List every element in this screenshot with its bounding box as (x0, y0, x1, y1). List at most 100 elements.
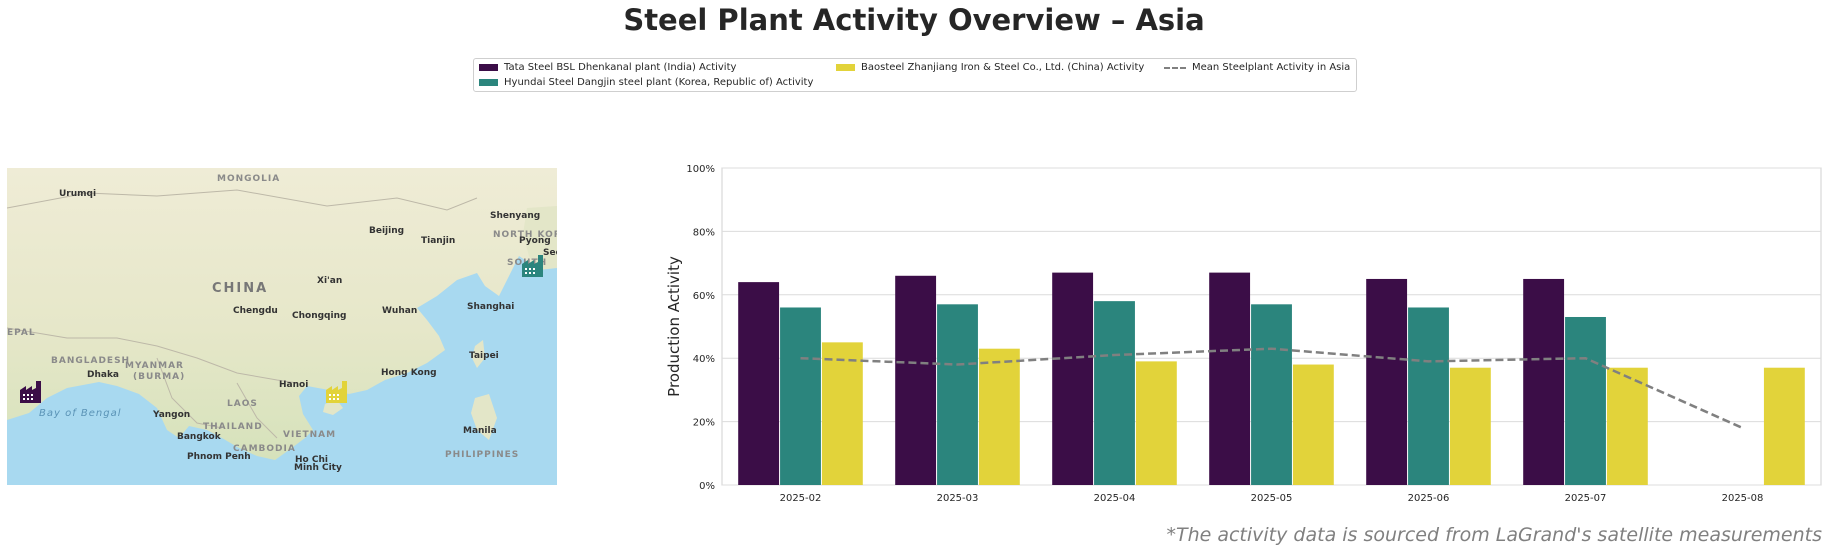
map-hainan (323, 400, 343, 415)
map-label: Bangkok (177, 432, 221, 442)
map-label: EPAL (7, 328, 36, 338)
map-label: VIETNAM (283, 430, 337, 440)
map-label: Tianjin (421, 236, 456, 246)
map-label: Beijing (369, 226, 405, 236)
bar (1449, 367, 1491, 485)
y-tick-label: 40% (693, 354, 715, 365)
asia-map: MONGOLIA Urumqi Shenyang Beijing Tianjin NORT… (7, 168, 557, 485)
bar (780, 307, 821, 485)
map-label: CAMBODIA (233, 444, 296, 454)
x-tick-label: 2025-02 (780, 493, 822, 504)
x-tick-label: 2025-04 (1094, 493, 1136, 504)
baosteel-plant-marker (325, 378, 351, 404)
map-label: Xi'an (317, 276, 343, 286)
legend-item-mean: Mean Steelplant Activity in Asia (1164, 62, 1350, 73)
factory-icon (522, 255, 543, 277)
legend-label-tata: Tata Steel BSL Dhenkanal plant (India) A… (504, 62, 737, 73)
legend-label-mean: Mean Steelplant Activity in Asia (1192, 62, 1351, 73)
y-axis-label: Production Activity (665, 256, 683, 397)
map-label: NORTH KOR (493, 230, 557, 240)
page-title: Steel Plant Activity Overview – Asia (623, 3, 1205, 37)
x-tick-label: 2025-03 (937, 493, 979, 504)
map-label: Manila (463, 426, 497, 436)
mean-activity-line (800, 347, 1744, 430)
map-label: Dhaka (87, 370, 120, 380)
legend-item-baosteel: Baosteel Zhanjiang Iron & Steel Co., Ltd… (836, 62, 1144, 73)
bar (1606, 367, 1648, 485)
map-label: Minh City (294, 463, 342, 473)
legend-label-hyundai: Hyundai Steel Dangjin steel plant (Korea… (504, 77, 814, 88)
bar (895, 275, 937, 485)
legend-swatch-tata (479, 64, 498, 71)
bar (738, 282, 780, 485)
map-luzon (471, 394, 497, 440)
x-tick-label: 2025-05 (1251, 493, 1293, 504)
map-label: THAILAND (203, 422, 263, 432)
map-label: Bay of Bengal (39, 408, 122, 419)
tata-steel-plant-marker (19, 378, 45, 404)
map-label: PHILIPPINES (445, 450, 520, 460)
y-tick-label: 80% (693, 227, 715, 238)
map-label: Phnom Penh (187, 452, 251, 462)
map-label: Yangon (153, 410, 191, 420)
y-tick-label: 20% (693, 418, 715, 429)
map-label: CHINA (212, 281, 269, 296)
map-korea (523, 206, 557, 270)
map-label: Pyong (519, 236, 551, 246)
map-label: Chengdu (233, 306, 278, 316)
bar (1135, 361, 1177, 485)
bar (1408, 307, 1449, 485)
hyundai-steel-plant-marker (521, 252, 547, 278)
x-tick-label: 2025-06 (1408, 493, 1450, 504)
legend-swatch-hyundai (479, 79, 498, 86)
bar (1094, 301, 1135, 485)
map-label: Seo (543, 248, 557, 258)
x-tick-label: 2025-07 (1565, 493, 1607, 504)
bar (1292, 364, 1334, 485)
map-border-mongolia (7, 189, 478, 211)
map-label: Ho Chi (295, 455, 328, 465)
map-land (7, 168, 557, 460)
bar (1209, 272, 1251, 485)
map-label: Urumqi (59, 189, 97, 199)
map-label: LAOS (227, 399, 258, 409)
bar (1763, 367, 1805, 485)
map-border-southwest (7, 327, 298, 384)
map-label: Wuhan (382, 306, 418, 316)
chart-legend: Tata Steel BSL Dhenkanal plant (India) A… (473, 58, 1357, 92)
bar (1366, 278, 1408, 485)
map-border-indochina (156, 357, 278, 439)
bar (1523, 278, 1565, 485)
map-taiwan (472, 340, 485, 368)
map-label: Chongqing (292, 311, 347, 321)
footnote: *The activity data is sourced from LaGra… (1166, 524, 1822, 546)
legend-item-hyundai: Hyundai Steel Dangjin steel plant (Korea… (479, 77, 813, 88)
map-canvas (7, 168, 557, 485)
legend-swatch-mean (1164, 66, 1186, 69)
map-label: Shenyang (490, 211, 541, 221)
y-tick-label: 60% (693, 291, 715, 302)
map-label: (BURMA) (133, 372, 186, 382)
bar (821, 342, 863, 485)
y-tick-label: 0% (699, 481, 715, 492)
map-label: Hong Kong (381, 368, 437, 378)
map-label: Hanoi (279, 380, 309, 390)
bar (978, 348, 1020, 485)
x-tick-label: 2025-08 (1722, 493, 1764, 504)
map-label: Shanghai (467, 302, 515, 312)
map-label: MYANMAR (125, 361, 184, 371)
bar (937, 304, 978, 485)
legend-label-baosteel: Baosteel Zhanjiang Iron & Steel Co., Ltd… (861, 62, 1145, 73)
legend-swatch-baosteel (836, 64, 855, 71)
factory-icon (20, 381, 41, 403)
map-label: Taipei (469, 351, 499, 361)
legend-item-tata: Tata Steel BSL Dhenkanal plant (India) A… (479, 62, 736, 73)
factory-icon (326, 381, 347, 403)
map-label: MONGOLIA (217, 174, 281, 184)
bar (1052, 272, 1094, 485)
bar (1251, 304, 1292, 485)
bar (1565, 316, 1606, 485)
y-tick-label: 100% (686, 164, 715, 175)
map-label: BANGLADESH (51, 356, 131, 366)
